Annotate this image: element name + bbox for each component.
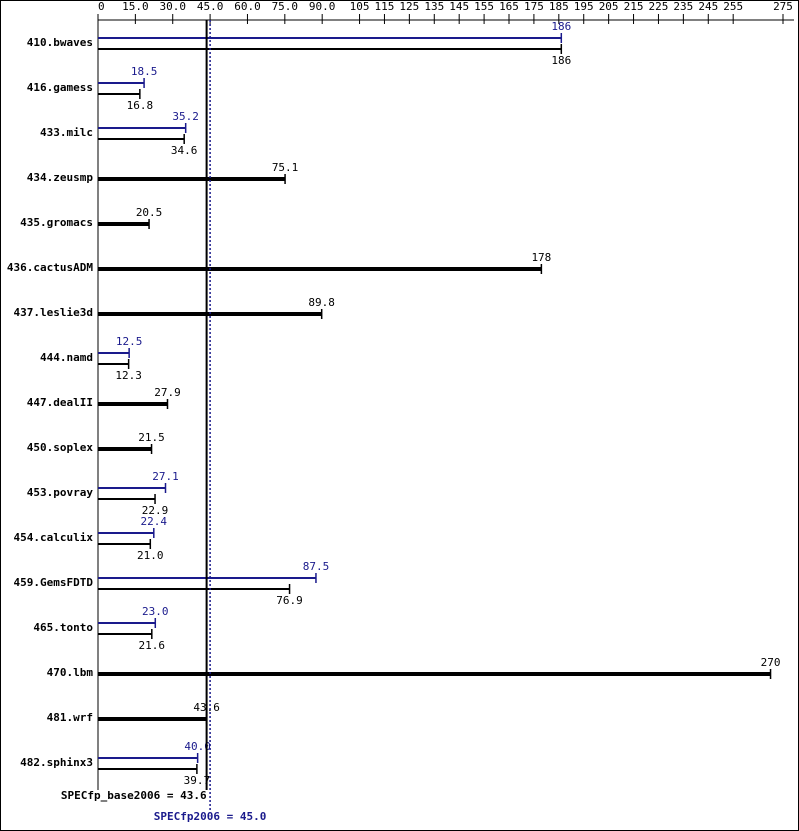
value-label: 178 (531, 251, 551, 264)
x-tick-label: 75.0 (272, 0, 299, 13)
value-label: 76.9 (276, 594, 303, 607)
value-label: 35.2 (172, 110, 199, 123)
value-label: 21.0 (137, 549, 164, 562)
category-label: 447.dealII (27, 396, 93, 409)
x-tick-label: 15.0 (122, 0, 149, 13)
value-label: 16.8 (127, 99, 154, 112)
category-label: 465.tonto (33, 621, 93, 634)
value-label: 20.5 (136, 206, 163, 219)
value-label: 39.7 (184, 774, 211, 787)
x-tick-label: 125 (399, 0, 419, 13)
x-tick-label: 255 (723, 0, 743, 13)
x-tick-label: 0 (98, 0, 105, 13)
x-tick-label: 215 (624, 0, 644, 13)
x-tick-label: 205 (599, 0, 619, 13)
x-tick-label: 195 (574, 0, 594, 13)
x-tick-label: 30.0 (159, 0, 186, 13)
category-label: 434.zeusmp (27, 171, 94, 184)
x-tick-label: 245 (698, 0, 718, 13)
x-tick-label: 225 (649, 0, 669, 13)
category-label: 435.gromacs (20, 216, 93, 229)
x-tick-label: 60.0 (234, 0, 261, 13)
value-label: 22.9 (142, 504, 169, 517)
value-label: 89.8 (308, 296, 335, 309)
value-label: 270 (761, 656, 781, 669)
x-tick-label: 185 (549, 0, 569, 13)
category-label: 444.namd (40, 351, 93, 364)
x-tick-label: 145 (449, 0, 469, 13)
value-label: 186 (551, 20, 571, 33)
x-tick-label: 235 (673, 0, 693, 13)
summary-label: SPECfp_base2006 = 43.6 (61, 789, 207, 802)
value-label: 87.5 (303, 560, 330, 573)
value-label: 27.9 (154, 386, 181, 399)
x-tick-label: 175 (524, 0, 544, 13)
value-label: 12.3 (115, 369, 142, 382)
category-label: 470.lbm (47, 666, 94, 679)
x-tick-label: 155 (474, 0, 494, 13)
category-label: 410.bwaves (27, 36, 93, 49)
value-label: 186 (551, 54, 571, 67)
x-tick-label: 275 (773, 0, 793, 13)
value-label: 22.4 (141, 515, 168, 528)
x-tick-label: 45.0 (197, 0, 224, 13)
category-label: 416.gamess (27, 81, 93, 94)
summary-label: SPECfp2006 = 45.0 (154, 810, 267, 823)
x-tick-label: 115 (375, 0, 395, 13)
category-label: 450.soplex (27, 441, 94, 454)
value-label: 23.0 (142, 605, 169, 618)
x-tick-label: 135 (424, 0, 444, 13)
category-label: 453.povray (27, 486, 94, 499)
category-label: 433.milc (40, 126, 93, 139)
value-label: 12.5 (116, 335, 143, 348)
value-label: 27.1 (152, 470, 179, 483)
value-label: 75.1 (272, 161, 299, 174)
value-label: 18.5 (131, 65, 158, 78)
category-label: 482.sphinx3 (20, 756, 93, 769)
category-label: 437.leslie3d (14, 306, 93, 319)
x-tick-label: 165 (499, 0, 519, 13)
value-label: 34.6 (171, 144, 198, 157)
category-label: 454.calculix (14, 531, 94, 544)
x-tick-label: 90.0 (309, 0, 336, 13)
value-label: 21.5 (138, 431, 165, 444)
category-label: 436.cactusADM (7, 261, 93, 274)
value-label: 21.6 (139, 639, 166, 652)
category-label: 459.GemsFDTD (14, 576, 94, 589)
x-tick-label: 105 (350, 0, 370, 13)
value-label: 40.0 (184, 740, 211, 753)
category-label: 481.wrf (47, 711, 93, 724)
